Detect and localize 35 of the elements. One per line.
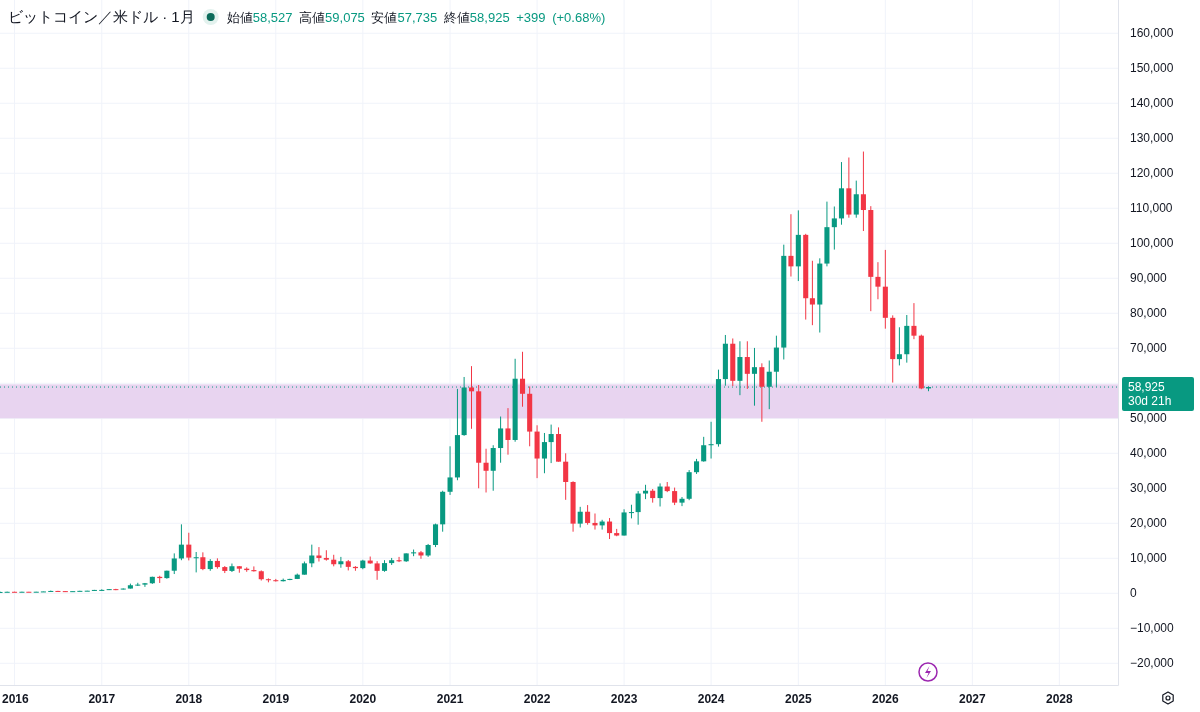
x-tick-label: 2023 (610, 692, 638, 706)
y-tick-label: 140,000 (1130, 96, 1174, 111)
x-tick-label: 2024 (697, 692, 725, 706)
y-tick-label: 50,000 (1130, 411, 1167, 426)
y-tick-label: 20,000 (1130, 516, 1167, 531)
y-tick-label: 40,000 (1130, 446, 1167, 461)
x-tick-label: 2028 (1046, 692, 1073, 706)
y-tick-label: 160,000 (1130, 26, 1174, 41)
x-tick-label: 2021 (436, 692, 464, 706)
title: ビットコイン／米ドル · 1月 (8, 8, 195, 25)
x-tick-label: 2016 (2, 692, 29, 706)
annotation: 30d 21h (1128, 394, 1172, 409)
y-tick-label: −10,000 (1130, 621, 1174, 636)
y-tick-label: 120,000 (1130, 166, 1174, 181)
subtitle: 始値58,527 高値59,075 安値57,735 終値58,925 +399 (+0.68%) (226, 10, 606, 25)
x-tick-label: 2017 (88, 692, 116, 706)
y-tick-label: 70,000 (1130, 341, 1167, 356)
y-tick-label: 130,000 (1130, 131, 1174, 146)
y-tick-label: 0 (1130, 586, 1137, 601)
y-tick-label: 80,000 (1130, 306, 1167, 321)
x-tick-label: 2019 (262, 692, 290, 706)
y-tick-label: 90,000 (1130, 271, 1167, 286)
x-tick-label: 2022 (523, 692, 551, 706)
y-tick-label: 100,000 (1130, 236, 1174, 251)
x-tick-label: 2020 (349, 692, 377, 706)
x-tick-label: 2027 (959, 692, 986, 706)
y-tick-label: 150,000 (1130, 61, 1174, 76)
ref-line-label: 58,925 (1128, 380, 1165, 395)
x-tick-label: 2025 (785, 692, 812, 706)
x-tick-label: 2026 (872, 692, 899, 706)
x-tick-label: 2018 (175, 692, 203, 706)
y-tick-label: 110,000 (1130, 201, 1173, 216)
y-tick-label: −20,000 (1130, 656, 1174, 671)
y-tick-label: 30,000 (1130, 481, 1167, 496)
y-tick-label: 10,000 (1130, 551, 1167, 566)
